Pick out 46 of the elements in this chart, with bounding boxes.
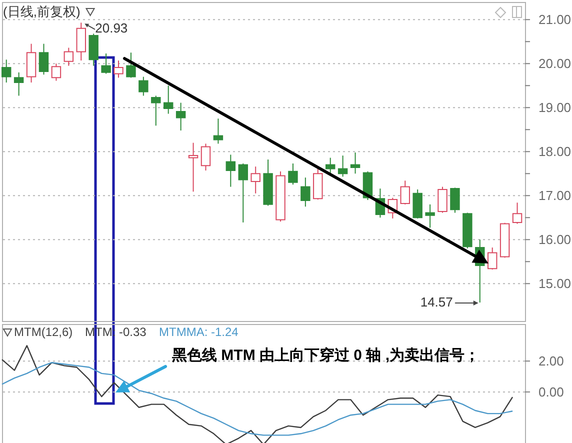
candlestick	[300, 177, 310, 208]
annotation: 20.93	[95, 20, 128, 36]
y-tick-label: 16.00	[538, 232, 572, 248]
y-tick-label: 0.00	[538, 384, 564, 400]
candlestick	[487, 247, 498, 270]
candlestick	[2, 59, 12, 84]
line-series	[1, 362, 514, 436]
candlestick	[188, 142, 198, 192]
candlestick	[438, 186, 448, 214]
candlestick	[425, 204, 435, 228]
y-tick-label: 17.00	[538, 188, 572, 204]
text: MTMMA: -1.24	[159, 325, 239, 339]
candlestick	[200, 143, 211, 172]
candlestick	[114, 60, 124, 78]
candlestick	[250, 166, 260, 194]
candlestick	[14, 72, 24, 96]
annotation: 黑色线 MTM 由上向下穿过 0 轴 ,为卖出信号；	[171, 346, 480, 364]
candlestick	[101, 52, 111, 74]
candlestick	[151, 95, 161, 126]
candlestick	[338, 155, 348, 178]
y-tick-label: 2.00	[538, 354, 564, 369]
candlestick	[51, 63, 62, 82]
legend-title: MTM(12,6)	[14, 325, 73, 339]
y-tick-label: 18.00	[538, 144, 572, 160]
candlestick	[400, 180, 410, 205]
candlestick	[450, 187, 460, 214]
candlestick	[226, 154, 236, 188]
candlestick	[213, 118, 224, 144]
candlestick	[163, 85, 174, 114]
annotation: 14.57	[420, 294, 453, 310]
y-tick-label: 19.00	[538, 100, 572, 116]
candlestick	[176, 102, 186, 131]
y-tick-label: 20.00	[538, 56, 572, 72]
candlestick	[238, 162, 248, 223]
candlestick	[38, 43, 49, 76]
candlestick	[325, 157, 336, 174]
y-tick-label: 21.00	[538, 12, 572, 28]
line-series	[1, 345, 514, 443]
chart-title: (日线,前复权)	[3, 4, 80, 19]
candlestick	[126, 52, 136, 78]
candlestick	[288, 162, 298, 186]
candlestick	[138, 76, 148, 96]
y-tick-label: 15.00	[538, 276, 572, 292]
candlestick	[350, 152, 360, 174]
candlestick	[64, 47, 74, 66]
candlestick	[512, 202, 522, 224]
